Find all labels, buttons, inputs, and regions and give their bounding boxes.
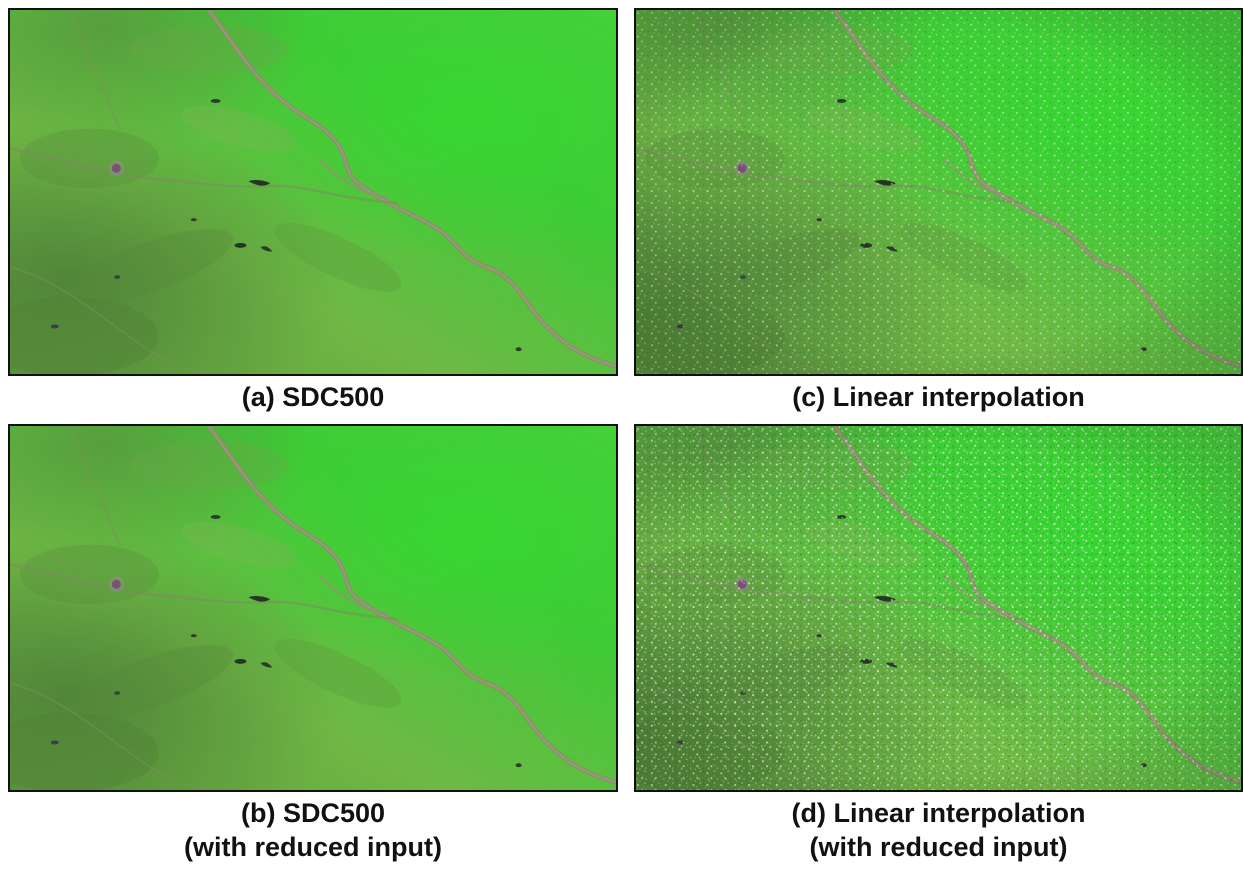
caption-b-line2: (with reduced input) [184,832,442,862]
caption-a: (a) SDC500 [8,380,618,414]
satellite-image-sdc500-reduced-input [8,424,618,792]
satellite-image-sdc500-reduced-input-svg [10,426,616,790]
caption-c: (c) Linear interpolation [634,380,1243,414]
caption-b-line1: (b) SDC500 [240,798,386,828]
satellite-image-linear-interpolation-reduced-input-svg [636,426,1241,790]
caption-a-line1: (a) SDC500 [241,382,385,412]
caption-c-line1: (c) Linear interpolation [792,382,1085,412]
satellite-image-sdc500 [8,8,618,376]
satellite-image-sdc500-svg [10,10,616,374]
satellite-image-linear-interpolation-svg [636,10,1241,374]
caption-d: (d) Linear interpolation (with reduced i… [634,796,1243,864]
caption-d-line2: (with reduced input) [809,832,1068,862]
satellite-image-linear-interpolation-reduced-input [634,424,1243,792]
caption-b: (b) SDC500 (with reduced input) [8,796,618,864]
satellite-image-linear-interpolation [634,8,1243,376]
caption-d-line1: (d) Linear interpolation [791,798,1086,828]
